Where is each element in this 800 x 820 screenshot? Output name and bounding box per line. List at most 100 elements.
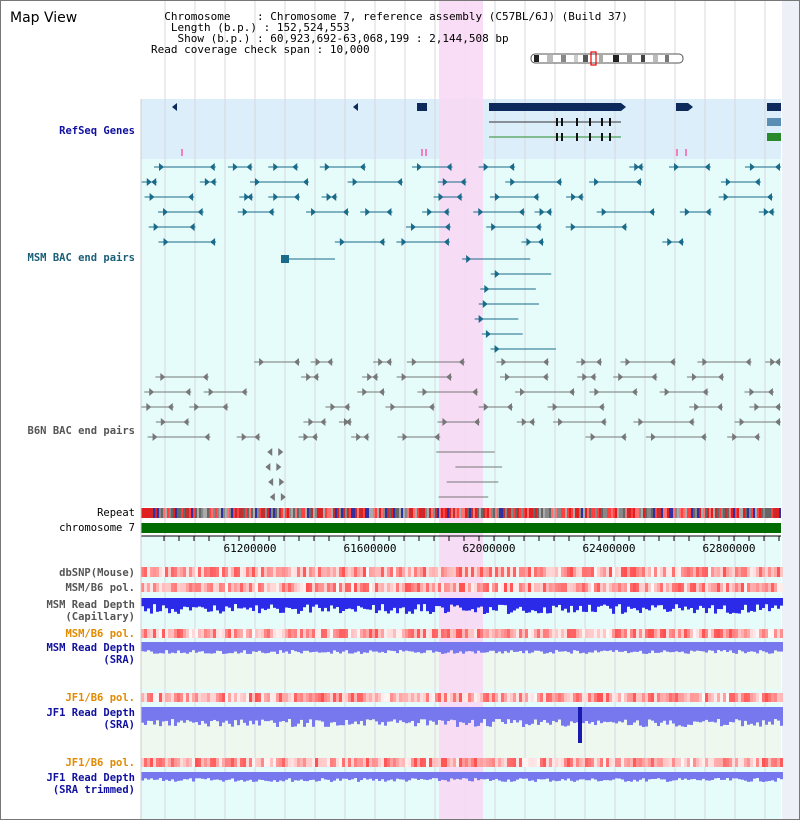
- polymorphism-cell: [216, 583, 219, 592]
- depth-bar: [141, 642, 144, 652]
- depth-bar: [201, 772, 204, 779]
- depth-bar: [345, 707, 348, 720]
- depth-bar: [696, 772, 699, 781]
- track-label-jf1-depth-sra: JF1 Read Depth (SRA): [46, 707, 135, 731]
- depth-bar: [339, 707, 342, 726]
- repeat-segment: [199, 508, 201, 518]
- polymorphism-cell: [342, 693, 345, 702]
- repeat-segment: [649, 508, 651, 518]
- end-arrow: [754, 403, 760, 411]
- polymorphism-cell: [294, 693, 297, 702]
- depth-bar: [633, 642, 636, 652]
- repeat-segment: [577, 508, 579, 518]
- polymorphism-cell: [609, 693, 612, 702]
- depth-bar: [717, 772, 720, 779]
- depth-bar: [231, 642, 234, 654]
- repeat-segment: [483, 508, 485, 518]
- end-arrow: [327, 358, 333, 366]
- depth-bar: [183, 598, 186, 607]
- polymorphism-cell: [621, 567, 624, 577]
- depth-bar: [360, 642, 363, 654]
- depth-bar: [582, 707, 585, 724]
- repeat-segment: [231, 508, 233, 518]
- repeat-segment: [309, 508, 311, 518]
- polymorphism-cell: [378, 758, 381, 767]
- depth-bar: [489, 772, 492, 781]
- polymorphism-cell: [273, 583, 276, 592]
- depth-bar: [624, 598, 627, 613]
- polymorphism-cell: [744, 758, 747, 767]
- repeat-segment: [519, 508, 521, 518]
- polymorphism-cell: [630, 758, 633, 767]
- repeat-segment: [603, 508, 605, 518]
- polymorphism-cell: [228, 567, 231, 577]
- polymorphism-cell: [477, 583, 480, 592]
- repeat-segment: [639, 508, 641, 518]
- polymorphism-cell: [654, 693, 657, 702]
- depth-bar: [354, 598, 357, 612]
- depth-bar: [768, 707, 771, 722]
- polymorphism-cell: [306, 583, 309, 592]
- end-arrow: [344, 403, 350, 411]
- end-arrow: [146, 403, 152, 411]
- polymorphism-cell: [420, 583, 423, 592]
- polymorphism-cell: [645, 629, 648, 638]
- end-arrow: [674, 163, 680, 171]
- depth-bar: [594, 598, 597, 613]
- polymorphism-cell: [774, 758, 777, 767]
- polymorphism-cell: [219, 629, 222, 638]
- exon: [601, 118, 603, 126]
- repeat-segment: [189, 508, 191, 518]
- polymorphism-cell: [348, 629, 351, 638]
- depth-bar: [771, 707, 774, 725]
- depth-bar: [225, 772, 228, 781]
- repeat-segment: [195, 508, 197, 518]
- polymorphism-cell: [504, 583, 507, 592]
- depth-bar: [747, 642, 750, 652]
- polymorphism-cell: [693, 583, 696, 592]
- repeat-segment: [643, 508, 645, 518]
- depth-bar: [330, 772, 333, 782]
- polymorphism-cell: [642, 693, 645, 702]
- depth-bar: [234, 772, 237, 782]
- polymorphism-cell: [180, 629, 183, 638]
- gene-block: [767, 103, 781, 111]
- polymorphism-cell: [339, 567, 342, 577]
- depth-bar: [654, 772, 657, 779]
- polymorphism-cell: [762, 758, 765, 767]
- repeat-segment: [669, 508, 671, 518]
- depth-bar: [654, 642, 657, 653]
- end-arrow: [197, 208, 203, 216]
- polymorphism-cell: [246, 583, 249, 592]
- depth-bar: [567, 707, 570, 726]
- end-arrow: [401, 238, 407, 246]
- polymorphism-cell: [678, 758, 681, 767]
- track-label-msm-depth-capillary: MSM Read Depth (Capillary): [46, 599, 135, 623]
- depth-bar: [192, 772, 195, 782]
- polymorphism-cell: [201, 758, 204, 767]
- polymorphism-cell: [192, 758, 195, 767]
- depth-bar: [354, 772, 357, 779]
- polymorphism-cell: [402, 629, 405, 638]
- polymorphism-cell: [534, 567, 537, 577]
- polymorphism-cell: [768, 693, 771, 702]
- polymorphism-cell: [582, 758, 585, 767]
- polymorphism-cell: [648, 758, 651, 767]
- repeat-segment: [613, 508, 615, 518]
- polymorphism-cell: [669, 567, 672, 577]
- depth-bar: [771, 772, 774, 781]
- polymorphism-cell: [633, 758, 636, 767]
- depth-bar: [345, 598, 348, 610]
- depth-bar: [348, 598, 351, 609]
- polymorphism-cell: [279, 567, 282, 577]
- depth-bar: [318, 642, 321, 653]
- polymorphism-cell: [237, 567, 240, 577]
- repeat-segment: [469, 508, 471, 518]
- depth-bar: [618, 642, 621, 652]
- polymorphism-cell: [528, 629, 531, 638]
- depth-bar: [381, 772, 384, 780]
- polymorphism-cell: [384, 567, 387, 577]
- repeat-segment: [647, 508, 649, 518]
- end-arrow: [458, 358, 464, 366]
